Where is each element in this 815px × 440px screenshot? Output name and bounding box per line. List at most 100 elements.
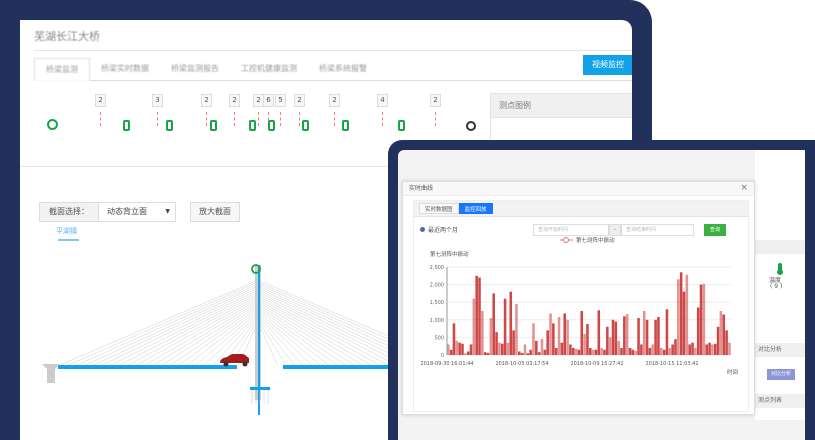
y-tick-label: 2,000 <box>430 283 444 289</box>
bar <box>606 326 609 355</box>
bar <box>648 347 652 355</box>
bar <box>532 323 535 355</box>
y-tick-label: 1,000 <box>430 318 444 324</box>
bar <box>685 274 689 355</box>
bar <box>475 275 478 355</box>
recent-two-months-radio[interactable]: 最近两个月 <box>420 225 458 234</box>
tab-realtime-data[interactable]: 桥梁实时数据 <box>101 64 149 73</box>
bar <box>447 344 450 355</box>
bar <box>640 344 643 355</box>
sensor-count-badge[interactable]: 4 <box>377 94 388 107</box>
end-time-input[interactable]: 查询结束时间 <box>621 224 694 236</box>
bar <box>537 352 541 355</box>
close-icon[interactable]: × <box>740 183 748 193</box>
bar <box>540 339 544 355</box>
bar <box>668 347 672 355</box>
bar <box>603 349 606 355</box>
bar <box>509 291 513 355</box>
x-tick-label: 2018-10-09 15:27:41 <box>570 361 623 367</box>
start-time-input[interactable]: 查询开始时间 <box>533 224 609 236</box>
bar <box>660 347 663 355</box>
anchor-sensor-icon[interactable] <box>47 119 58 130</box>
bar <box>696 307 700 355</box>
sensor-icon[interactable] <box>342 120 349 131</box>
tab-monitor-report[interactable]: 桥梁监测报告 <box>171 64 219 73</box>
bar <box>705 344 708 355</box>
sensor-icon[interactable] <box>210 120 217 131</box>
sensor-count-badge[interactable]: 2 <box>294 94 305 107</box>
sensor-count-badge[interactable]: 2 <box>95 94 106 107</box>
y-tick-label: 500 <box>434 335 444 341</box>
bar <box>483 352 487 355</box>
bar <box>486 352 490 355</box>
bar <box>466 351 470 355</box>
section-select[interactable]: 动态背立面 ▼ <box>98 202 176 222</box>
bar <box>691 342 694 355</box>
bar <box>594 349 598 355</box>
bar <box>623 316 626 355</box>
bar <box>651 344 655 355</box>
tab-system-alarm[interactable]: 桥梁系统报警 <box>319 64 367 73</box>
sensor-icon[interactable] <box>123 120 130 131</box>
temp-label: 温度 <box>769 277 782 284</box>
temp-count: ( 9 ) <box>770 283 783 290</box>
sensor-count-badge[interactable]: 5 <box>275 94 286 107</box>
tab-realtime-chart[interactable]: 实时数据图 <box>419 203 459 214</box>
bar <box>708 342 711 355</box>
bar <box>671 344 674 355</box>
bar <box>472 298 476 355</box>
sensor-icon[interactable] <box>302 120 309 131</box>
tab-bridge-monitor[interactable]: 桥梁监测 <box>34 58 90 81</box>
bar <box>654 319 657 355</box>
abutment <box>42 364 60 383</box>
sensor-icon[interactable] <box>268 120 275 131</box>
realtime-curve-dialog: 实时曲线 × 实时数据图 监控回放 最近两个月 查询开始时间 - 查询结束时间 … <box>402 181 755 415</box>
bar <box>549 313 552 355</box>
section-label: 截面选择： <box>39 202 99 222</box>
sensor-count-badge[interactable]: 2 <box>229 94 240 107</box>
bar <box>580 311 584 355</box>
bar <box>628 347 632 355</box>
video-monitor-button[interactable]: 视频监控 <box>583 55 632 75</box>
tab-playback[interactable]: 监控回放 <box>458 203 493 214</box>
bar <box>560 342 564 355</box>
bar <box>583 333 586 355</box>
sensor-icon[interactable] <box>398 120 405 131</box>
list-header: 测点列表 <box>755 394 805 408</box>
thermometer-icon <box>777 263 783 275</box>
zoom-section-button[interactable]: 放大截面 <box>190 202 240 222</box>
bar <box>614 321 618 355</box>
dialog-title: 实时曲线 <box>403 182 754 196</box>
tab-ipc-health[interactable]: 工控机健康监测 <box>241 64 297 73</box>
bar <box>645 319 649 355</box>
bar <box>617 340 620 355</box>
bar <box>662 349 666 355</box>
y-tick-label: 0 <box>441 353 444 359</box>
sensor-count-badge[interactable]: 3 <box>152 94 163 107</box>
sensor-icon[interactable] <box>249 120 256 131</box>
query-button[interactable]: 查询 <box>704 224 726 236</box>
bar <box>535 340 538 355</box>
y-tick-label: 1,500 <box>430 300 444 306</box>
bar <box>554 347 558 355</box>
sensor-count-badge[interactable]: 2 <box>430 94 441 107</box>
bar <box>682 291 686 355</box>
prohibited-icon <box>466 121 476 131</box>
bar <box>500 343 504 355</box>
bar <box>455 340 459 355</box>
sensor-icon <box>251 264 261 274</box>
bar <box>452 323 456 355</box>
bar <box>634 350 637 355</box>
sensor-count-badge[interactable]: 2 <box>201 94 212 107</box>
legend-label: 第七测阵中振动 <box>576 236 615 244</box>
sensor-icon[interactable] <box>166 120 173 131</box>
bar <box>625 314 629 355</box>
sensor-count-badge[interactable]: 6 <box>263 94 274 107</box>
main-tabs: 桥梁监测 桥梁实时数据 桥梁监测报告 工控机健康监测 桥梁系统报警 <box>34 58 632 81</box>
bar <box>577 349 581 355</box>
bar <box>694 347 697 355</box>
bar <box>608 337 612 355</box>
bar <box>461 343 464 355</box>
sensor-count-badge[interactable]: 2 <box>329 94 340 107</box>
compare-button[interactable]: 对比分析 <box>767 369 795 380</box>
